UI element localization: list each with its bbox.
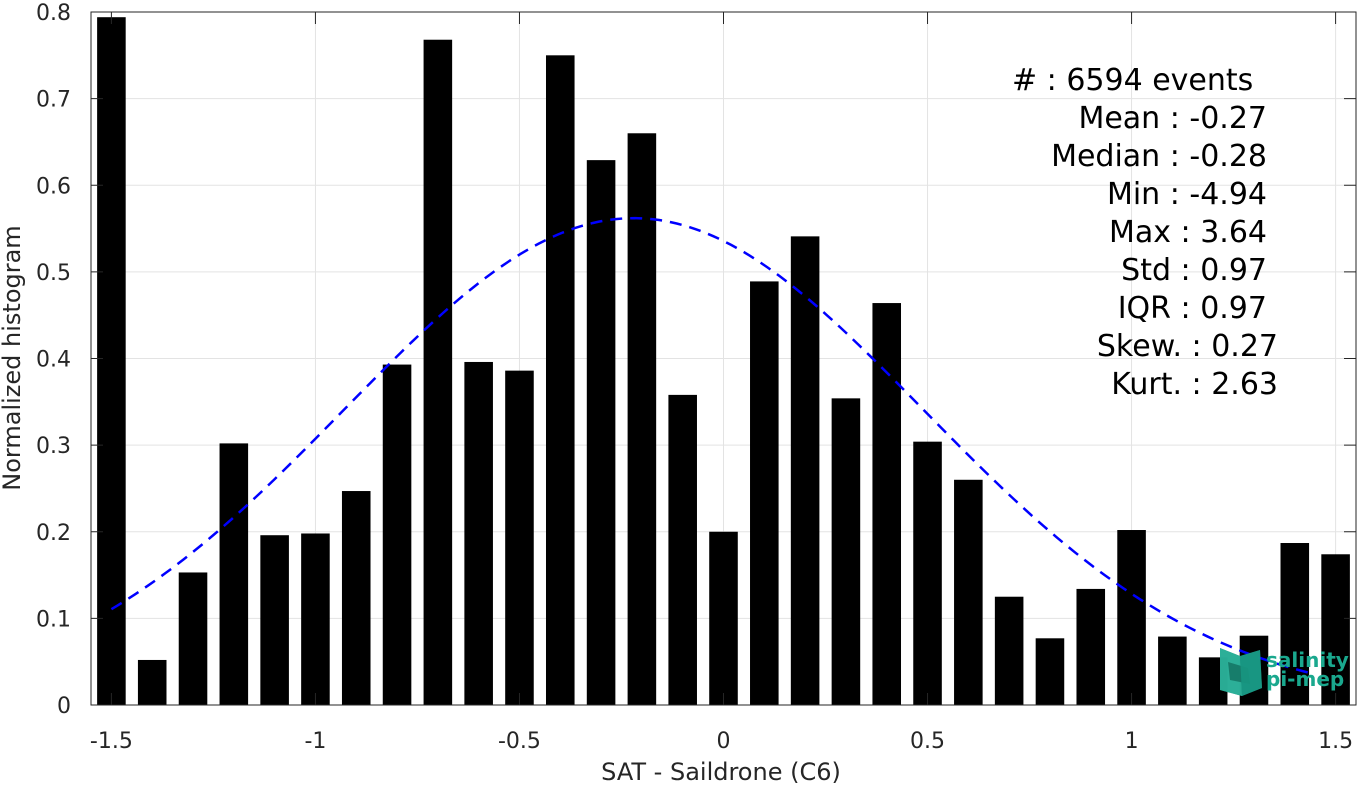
gaussian-fit-curve xyxy=(110,216,1316,676)
histogram-bar-6 xyxy=(341,491,371,705)
y-tick-label-6: 0.6 xyxy=(36,174,71,199)
stat-min: Min : -4.94 xyxy=(1107,177,1267,212)
stat-std: Std : 0.97 xyxy=(1121,253,1267,288)
y-tick-labels: 0 0.1 0.2 0.3 0.4 0.5 0.6 0.7 0.8 xyxy=(36,1,71,719)
histogram-bar-8 xyxy=(423,39,453,706)
axis-ticks xyxy=(91,11,1356,706)
y-tick-label-1: 0.1 xyxy=(36,607,71,632)
histogram-bar-17 xyxy=(790,236,820,705)
histogram-bar-5 xyxy=(301,533,330,705)
histogram-bar-29 xyxy=(1280,543,1310,705)
x-tick-label-3: 0 xyxy=(717,729,731,754)
stat-count: # : 6594 events xyxy=(1012,63,1253,98)
x-tick-label-4: 0.5 xyxy=(910,729,945,754)
histogram-bar-24 xyxy=(1076,588,1106,705)
histogram-bar-14 xyxy=(668,394,697,705)
histogram-bar-19 xyxy=(872,303,902,705)
stat-skew: Skew. : 0.27 xyxy=(1097,329,1278,364)
histogram-bar-21 xyxy=(954,479,983,705)
x-tick-label-1: -1 xyxy=(304,729,326,754)
histogram-bar-23 xyxy=(1035,638,1065,705)
x-tick-label-6: 1.5 xyxy=(1318,729,1353,754)
x-tick-labels: -1.5 -1 -0.5 0 0.5 1 1.5 xyxy=(90,729,1353,754)
histogram-bar-25 xyxy=(1117,530,1146,705)
histogram-bar-10 xyxy=(505,370,534,705)
histogram-bar-3 xyxy=(219,443,249,705)
histogram-bars xyxy=(97,17,1350,706)
y-tick-label-3: 0.3 xyxy=(36,434,71,459)
histogram-bar-30 xyxy=(1321,554,1350,705)
x-tick-label-2: -0.5 xyxy=(498,729,541,754)
x-axis-label: SAT - Saildrone (C6) xyxy=(601,758,841,785)
histogram-bar-13 xyxy=(627,133,657,705)
cube-logo-icon xyxy=(1220,648,1262,696)
histogram-bar-0 xyxy=(97,17,126,705)
y-tick-label-7: 0.7 xyxy=(36,88,71,113)
histogram-bar-18 xyxy=(831,398,861,705)
histogram-bar-1 xyxy=(137,659,167,705)
histogram-bar-4 xyxy=(260,535,289,705)
stat-mean: Mean : -0.27 xyxy=(1078,101,1267,136)
histogram-bar-20 xyxy=(913,441,942,705)
histogram-bar-26 xyxy=(1158,636,1187,705)
histogram-bar-22 xyxy=(994,596,1024,705)
logo-text-line1: salinity xyxy=(1266,648,1349,672)
histogram-bar-15 xyxy=(709,531,738,705)
y-tick-label-0: 0 xyxy=(57,694,71,719)
histogram-bar-16 xyxy=(750,281,779,705)
x-tick-label-0: -1.5 xyxy=(90,729,133,754)
y-axis-label: Normalized histogram xyxy=(0,225,26,490)
stat-iqr: IQR : 0.97 xyxy=(1118,291,1267,326)
histogram-bar-11 xyxy=(545,55,575,705)
histogram-bar-9 xyxy=(464,361,493,705)
y-tick-label-4: 0.4 xyxy=(36,348,71,373)
y-tick-label-5: 0.5 xyxy=(36,261,71,286)
y-tick-label-8: 0.8 xyxy=(36,1,71,26)
histogram-bar-2 xyxy=(178,572,208,705)
statistics-box: # : 6594 events Mean : -0.27 Median : -0… xyxy=(1012,63,1278,402)
stat-kurt: Kurt. : 2.63 xyxy=(1111,367,1278,402)
stat-max: Max : 3.64 xyxy=(1109,215,1267,250)
logo-text-line2: pi-mep xyxy=(1266,667,1344,691)
histogram-bar-7 xyxy=(382,364,412,705)
salinity-pi-mep-logo: salinity pi-mep xyxy=(1220,648,1349,696)
y-tick-label-2: 0.2 xyxy=(36,521,71,546)
stat-median: Median : -0.28 xyxy=(1051,139,1267,174)
histogram-bar-12 xyxy=(586,160,616,705)
x-tick-label-5: 1 xyxy=(1125,729,1139,754)
